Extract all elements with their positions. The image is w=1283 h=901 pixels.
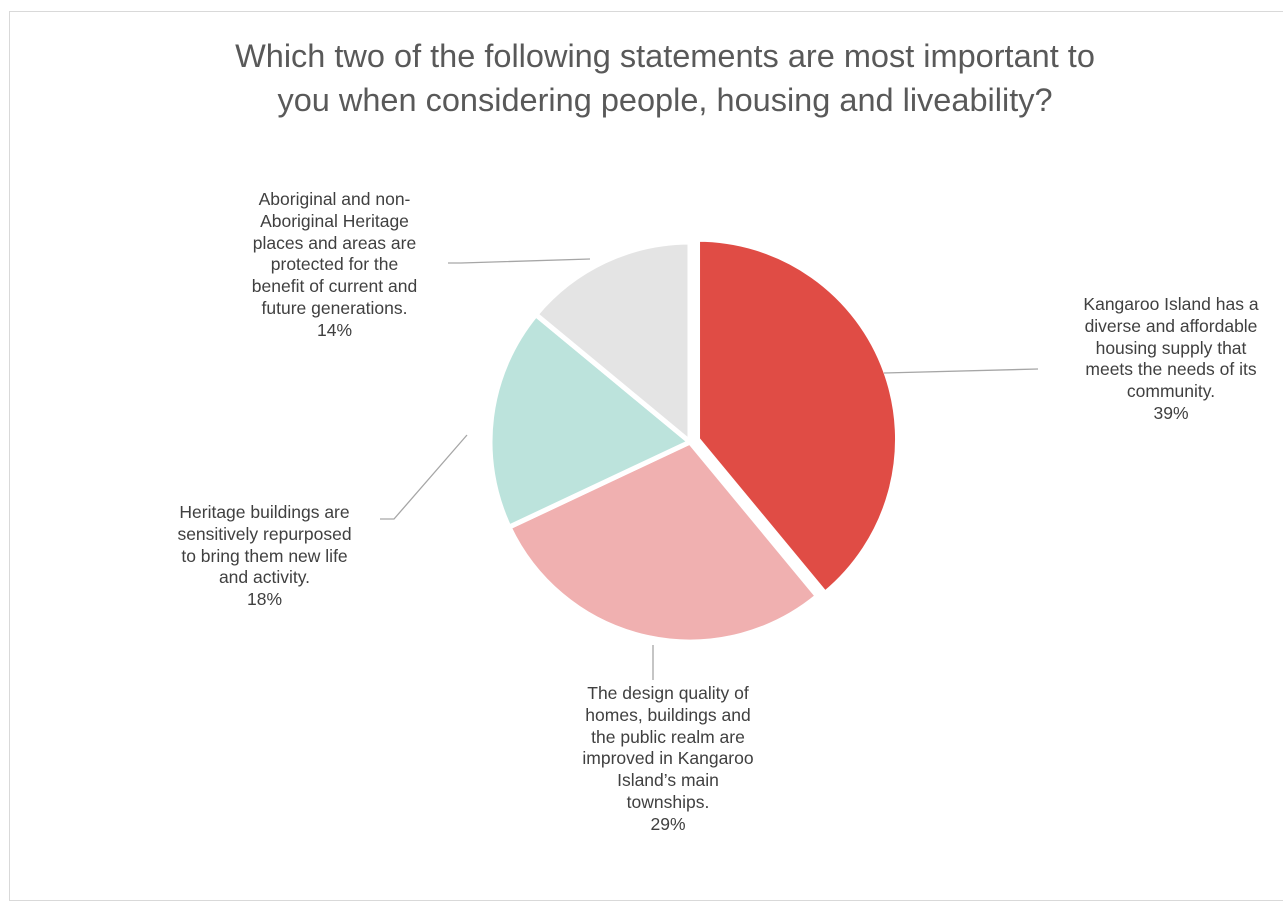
slice-label-line: housing supply that [1095,337,1247,358]
slice-value-label: 18% [246,589,283,610]
slice-value-label: 14% [316,319,353,340]
slice-label-aboriginal-heritage: Aboriginal and non- Aboriginal Heritage … [207,189,462,342]
slice-label-line: and activity. [218,567,311,588]
leader-line-aboriginal-heritage [448,258,591,264]
slice-label-line: benefit of current and [251,276,418,297]
slice-label-line: community. [1126,381,1216,402]
slice-label-line: meets the needs of its [1085,359,1257,380]
slice-value-label: 29% [650,813,686,834]
slice-label-heritage-buildings: Heritage buildings are sensitively repur… [137,502,392,611]
slice-value-label: 39% [1153,402,1189,423]
slice-label-line: Heritage buildings are [179,502,350,522]
leader-line-heritage-buildings [380,434,468,520]
slice-label-line: to bring them new life [181,545,348,566]
slice-label-line: Aboriginal Heritage [260,210,409,231]
slice-label-line: sensitively repurposed [177,523,352,544]
slice-label-line: the public realm are [591,726,745,747]
slice-label-line: townships. [626,791,710,812]
slice-label-line: places and areas are [252,232,417,253]
slice-label-line: future generations. [261,297,408,318]
pie-slice-heritage-buildings [487,312,693,530]
leader-line-housing-supply [883,368,1039,374]
slice-label-line: Aboriginal and non- [258,189,411,209]
pie-slice-housing-supply [695,236,901,596]
slice-label-line: Kangaroo Island has a [1083,294,1259,314]
chart-title-line-2: you when considering people, housing and… [277,82,1053,118]
slice-label-line: homes, buildings and [585,704,751,725]
slice-label-line: The design quality of [587,683,749,703]
slice-label-line: Island’s main [617,770,719,791]
slice-label-line: protected for the [270,254,399,275]
slice-label-line: improved in Kangaroo [582,748,754,769]
chart-title-line-1: Which two of the following statements ar… [235,38,1095,74]
slice-label-housing-supply: Kangaroo Island has a diverse and afford… [1036,294,1283,425]
slice-label-line: diverse and affordable [1084,315,1258,336]
pie-slice-aboriginal-heritage [533,239,693,445]
chart-title: Which two of the following statements ar… [100,34,1230,122]
slice-label-design-quality: The design quality of homes, buildings a… [543,683,793,836]
